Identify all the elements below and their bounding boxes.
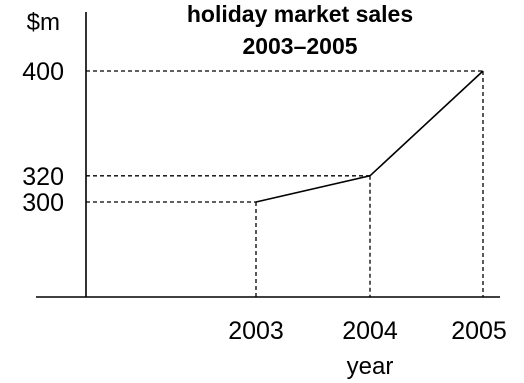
y-tick-label: 320	[22, 163, 64, 191]
chart-title: holiday market sales	[187, 1, 413, 27]
x-tick-label: 2004	[342, 317, 398, 345]
sales-line	[255, 70, 484, 203]
chart-subtitle: 2003–2005	[242, 33, 357, 59]
data-series	[255, 70, 484, 203]
x-axis-label: year	[347, 353, 394, 380]
y-tick-label: 400	[22, 58, 64, 86]
guide-lines	[86, 70, 484, 297]
x-tick-labels: 2003 2004 2005	[228, 317, 507, 345]
y-tick-label: 300	[22, 189, 64, 217]
y-axis-unit-label: $m	[27, 9, 60, 36]
x-tick-label: 2005	[451, 317, 507, 345]
x-tick-label: 2003	[228, 317, 284, 345]
